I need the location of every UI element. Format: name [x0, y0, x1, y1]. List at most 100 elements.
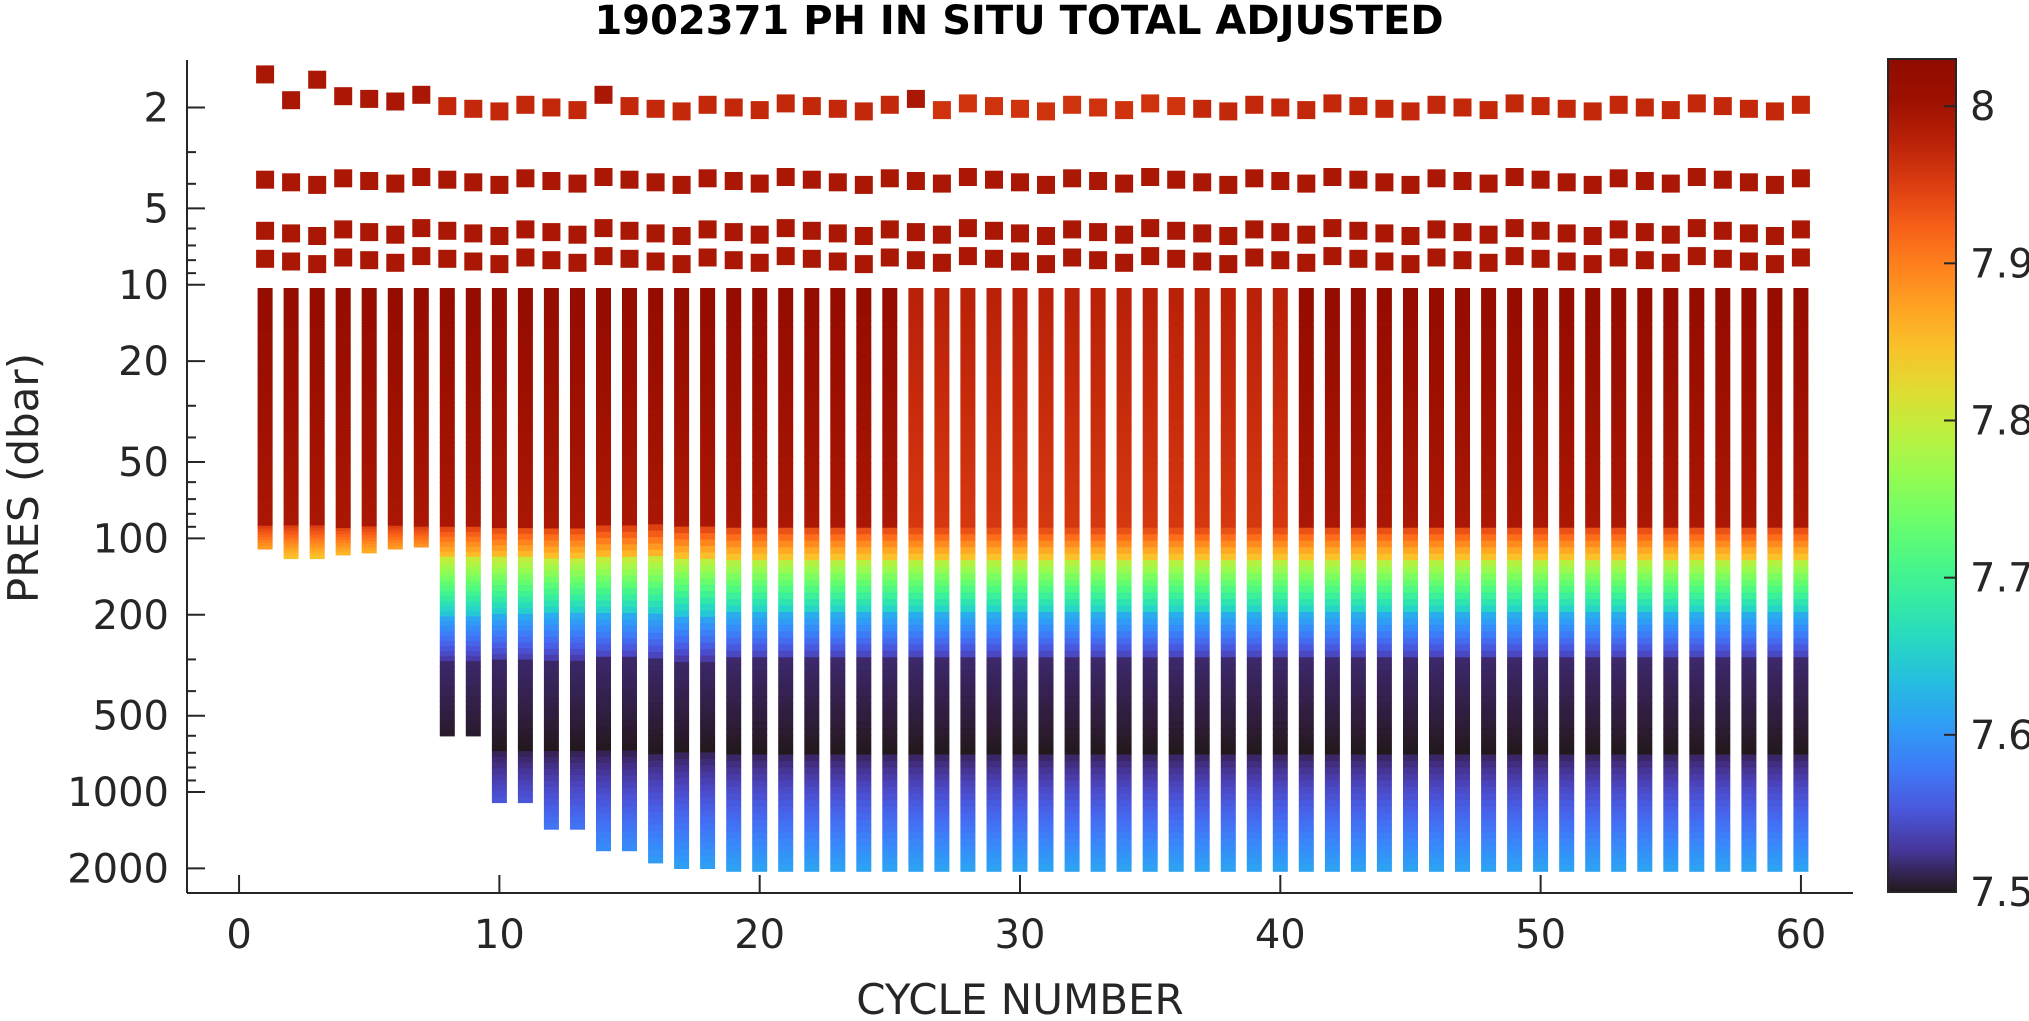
- profile-segment: [335, 412, 351, 417]
- profile-segment: [439, 725, 455, 732]
- profile-segment: [283, 489, 299, 493]
- profile-segment: [491, 739, 507, 746]
- profile-segment: [413, 397, 429, 401]
- profile-segment: [283, 468, 299, 472]
- profile-segment: [1455, 676, 1470, 684]
- profile-segment: [1116, 586, 1132, 594]
- profile-segment: [1246, 709, 1262, 717]
- profile-segment: [648, 594, 664, 602]
- profile-segment: [361, 332, 377, 336]
- profile-segment: [648, 613, 664, 621]
- profile-segment: [465, 561, 481, 568]
- profile-segment: [1611, 501, 1627, 509]
- profile-segment: [1064, 553, 1080, 561]
- profile-segment: [1585, 560, 1601, 568]
- surface-sample-point: [1427, 248, 1446, 267]
- profile-segment: [1585, 404, 1601, 412]
- profile-segment: [804, 534, 820, 542]
- profile-segment: [1350, 385, 1366, 393]
- profile-segment: [1324, 488, 1340, 496]
- profile-segment: [335, 531, 351, 535]
- surface-sample-point: [516, 95, 535, 114]
- profile-segment: [1324, 553, 1340, 561]
- profile-segment: [570, 714, 585, 722]
- profile-segment: [1090, 786, 1106, 794]
- profile-segment: [1324, 566, 1340, 574]
- profile-segment: [1403, 508, 1418, 516]
- profile-segment: [439, 715, 455, 722]
- profile-segment: [1403, 527, 1418, 535]
- profile-segment: [622, 700, 637, 708]
- profile-segment: [543, 817, 559, 824]
- profile-segment: [1012, 495, 1028, 503]
- profile-segment: [882, 553, 898, 561]
- profile-segment: [1142, 372, 1158, 380]
- profile-segment: [804, 812, 820, 820]
- profile-segment: [387, 433, 403, 437]
- profile-segment: [1481, 450, 1497, 458]
- profile-segment: [648, 383, 664, 391]
- profile-segment: [1585, 450, 1601, 458]
- profile-segment: [309, 378, 325, 382]
- profile-segment: [1429, 475, 1444, 483]
- profile-segment: [622, 300, 637, 308]
- profile-segment: [1376, 799, 1392, 807]
- profile-segment: [804, 430, 820, 438]
- profile-segment: [1194, 722, 1210, 730]
- profile-segment: [1403, 683, 1418, 691]
- profile-segment: [1090, 754, 1106, 762]
- profile-segment: [804, 547, 820, 555]
- profile-segment: [257, 479, 273, 483]
- surface-sample-point: [1245, 220, 1264, 239]
- profile-segment: [439, 432, 455, 438]
- profile-segment: [1481, 346, 1497, 354]
- profile-segment: [439, 477, 455, 483]
- profile-segment: [491, 671, 507, 678]
- profile-segment: [1116, 352, 1132, 360]
- profile-segment: [517, 608, 533, 615]
- profile-segment: [596, 419, 611, 427]
- profile-segment: [752, 424, 768, 432]
- profile-segment: [934, 553, 950, 561]
- profile-segment: [1012, 618, 1028, 626]
- profile-segment: [1324, 599, 1340, 607]
- profile-segment: [1585, 301, 1601, 309]
- profile-segment: [1585, 709, 1601, 717]
- profile-segment: [830, 631, 846, 639]
- profile-segment: [726, 346, 742, 354]
- profile-segment: [1429, 683, 1444, 691]
- profile-segment: [1481, 663, 1497, 671]
- profile-segment: [1429, 786, 1444, 794]
- profile-segment: [257, 314, 273, 318]
- profile-segment: [752, 851, 768, 859]
- profile-segment: [830, 689, 846, 697]
- profile-segment: [1429, 437, 1444, 445]
- profile-segment: [1142, 514, 1158, 522]
- profile-segment: [387, 490, 403, 495]
- profile-segment: [908, 825, 924, 833]
- profile-segment: [1376, 391, 1392, 399]
- profile-segment: [1246, 430, 1262, 438]
- profile-segment: [1116, 475, 1132, 483]
- profile-segment: [1481, 411, 1497, 419]
- profile-segment: [413, 472, 429, 476]
- profile-segment: [413, 296, 429, 301]
- surface-sample-point: [1505, 247, 1524, 266]
- profile-segment: [752, 540, 768, 548]
- profile-segment: [387, 340, 403, 344]
- profile-segment: [1194, 495, 1210, 503]
- profile-segment: [1376, 288, 1392, 296]
- profile-segment: [491, 511, 507, 518]
- profile-segment: [517, 636, 533, 644]
- profile-segment: [726, 294, 742, 302]
- profile-segment: [622, 331, 637, 339]
- profile-segment: [257, 514, 273, 518]
- profile-segment: [465, 506, 481, 513]
- profile-segment: [1194, 339, 1210, 347]
- profile-segment: [960, 819, 976, 827]
- profile-segment: [622, 625, 637, 633]
- profile-segment: [1168, 618, 1184, 626]
- profile-segment: [1559, 560, 1575, 568]
- profile-segment: [1012, 851, 1028, 859]
- profile-segment: [257, 311, 273, 315]
